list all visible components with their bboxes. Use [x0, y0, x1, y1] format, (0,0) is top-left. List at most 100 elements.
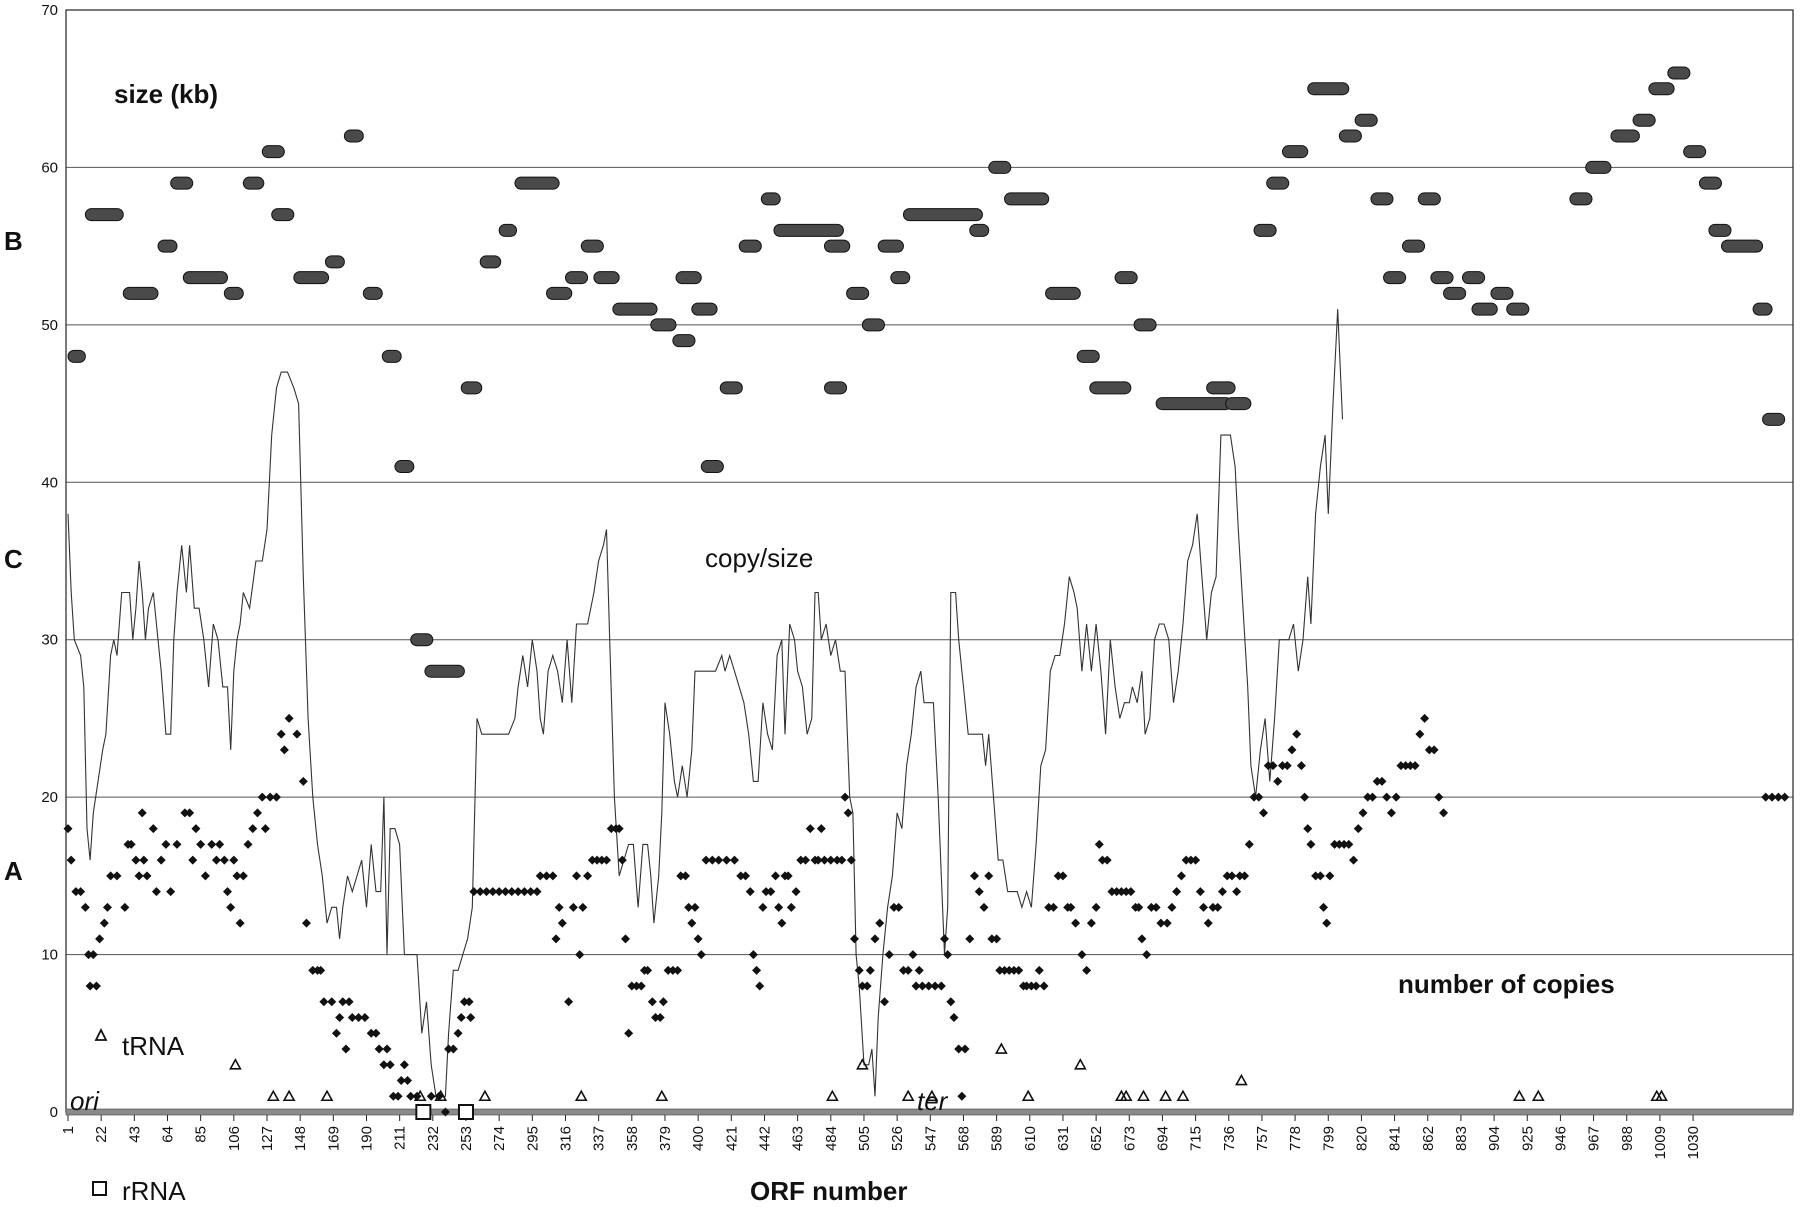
x-tick-label-547: 547 — [922, 1126, 939, 1151]
copies-point-173 — [816, 824, 826, 834]
size-bar-81 — [1762, 412, 1786, 426]
copies-point-125 — [617, 855, 627, 865]
copies-point-146 — [696, 950, 706, 960]
copies-point-260 — [1199, 902, 1209, 912]
x-tick-label-1: 1 — [60, 1126, 77, 1134]
size-bar-59 — [1354, 113, 1378, 127]
size-bar-68 — [1490, 286, 1514, 300]
copies-point-224 — [1034, 965, 1044, 975]
copies-point-170 — [805, 824, 815, 834]
copies-point-154 — [745, 887, 755, 897]
copies-point-178 — [840, 792, 850, 802]
copies-point-72 — [374, 1044, 384, 1054]
x-tick-label-946: 946 — [1552, 1126, 1569, 1151]
size-bar-35 — [773, 223, 844, 237]
copies-point-102 — [513, 887, 523, 897]
x-tick-label-841: 841 — [1387, 1126, 1404, 1151]
y-tick-label-70: 70 — [41, 2, 58, 19]
size-bar-57 — [1307, 82, 1350, 96]
copies-point-18 — [134, 871, 144, 881]
copies-point-65 — [341, 1044, 351, 1054]
size-bar-67 — [1471, 302, 1498, 316]
copy-size-line — [67, 309, 1344, 1097]
copies-point-34 — [207, 839, 217, 849]
copies-point-89 — [448, 1044, 458, 1054]
copies-point-203 — [946, 997, 956, 1007]
size-bar-25 — [593, 271, 620, 285]
x-tick-label-127: 127 — [259, 1126, 276, 1151]
copies-point-130 — [636, 981, 646, 991]
copies-point-301 — [1382, 792, 1392, 802]
x-tick-label-799: 799 — [1320, 1126, 1337, 1151]
copies-point-140 — [676, 871, 686, 881]
copies-point-38 — [223, 887, 233, 897]
copies-point-108 — [548, 871, 558, 881]
copies-point-49 — [265, 792, 275, 802]
copies-point-187 — [875, 918, 885, 928]
copies-point-81 — [406, 1091, 416, 1101]
copies-point-64 — [338, 997, 348, 1007]
size-bar-76 — [1683, 145, 1707, 159]
size-bar-38 — [846, 286, 870, 300]
copies-point-48 — [260, 824, 270, 834]
x-tick-label-106: 106 — [226, 1126, 243, 1151]
copies-point-2 — [71, 887, 81, 897]
x-tick-label-169: 169 — [325, 1126, 342, 1151]
copies-point-67 — [347, 1013, 357, 1023]
trna-point-0 — [229, 1058, 242, 1070]
size-bar-8 — [261, 145, 285, 159]
size-bar-5 — [182, 271, 229, 285]
copies-point-313 — [1439, 808, 1449, 818]
size-bar-22 — [546, 286, 573, 300]
copies-point-31 — [191, 824, 201, 834]
copies-point-214 — [992, 934, 1002, 944]
size-bar-31 — [700, 460, 724, 474]
size-bar-39 — [861, 318, 885, 332]
copies-point-98 — [488, 887, 498, 897]
copies-point-219 — [1014, 965, 1024, 975]
trna-point-15 — [1073, 1058, 1087, 1070]
copies-point-292 — [1339, 839, 1349, 849]
copies-point-288 — [1322, 918, 1332, 928]
copies-point-32 — [196, 839, 206, 849]
size-bar-4 — [170, 176, 194, 190]
copies-point-24 — [156, 855, 166, 865]
trna-point-11 — [901, 1089, 915, 1102]
x-tick-label-883: 883 — [1453, 1126, 1470, 1151]
x-axis-baseline — [65, 1108, 1794, 1116]
x-tick-label-925: 925 — [1519, 1126, 1536, 1151]
copies-point-54 — [292, 729, 302, 739]
copies-point-271 — [1249, 792, 1259, 802]
size-bar-3 — [157, 239, 178, 253]
copies-point-63 — [335, 1013, 345, 1023]
copies-point-183 — [857, 981, 867, 991]
copies-point-113 — [568, 902, 578, 912]
trna-legend-icon — [94, 1027, 108, 1041]
copies-point-119 — [592, 855, 602, 865]
copies-point-0 — [63, 824, 73, 834]
trna-point-13 — [994, 1042, 1008, 1054]
copies-point-261 — [1203, 918, 1213, 928]
copies-point-236 — [1091, 902, 1101, 912]
copies-point-304 — [1396, 761, 1406, 771]
size-bar-56 — [1281, 145, 1309, 159]
copies-point-78 — [396, 1076, 406, 1086]
size-bar-61 — [1383, 271, 1407, 285]
rrna-legend-label: rRNA — [122, 1176, 186, 1206]
copies-point-195 — [911, 981, 921, 991]
copies-point-296 — [1358, 808, 1368, 818]
copies-point-307 — [1410, 761, 1420, 771]
copies-point-255 — [1176, 871, 1186, 881]
size-bar-52 — [1206, 381, 1236, 395]
copies-point-14 — [120, 902, 130, 912]
copies-point-27 — [172, 839, 182, 849]
copies-point-248 — [1142, 950, 1152, 960]
copies-point-10 — [99, 918, 109, 928]
copies-point-213 — [987, 934, 997, 944]
size-bar-62 — [1401, 239, 1426, 253]
copies-point-25 — [161, 839, 171, 849]
size-bar-60 — [1370, 192, 1394, 206]
copies-point-66 — [344, 997, 354, 1007]
